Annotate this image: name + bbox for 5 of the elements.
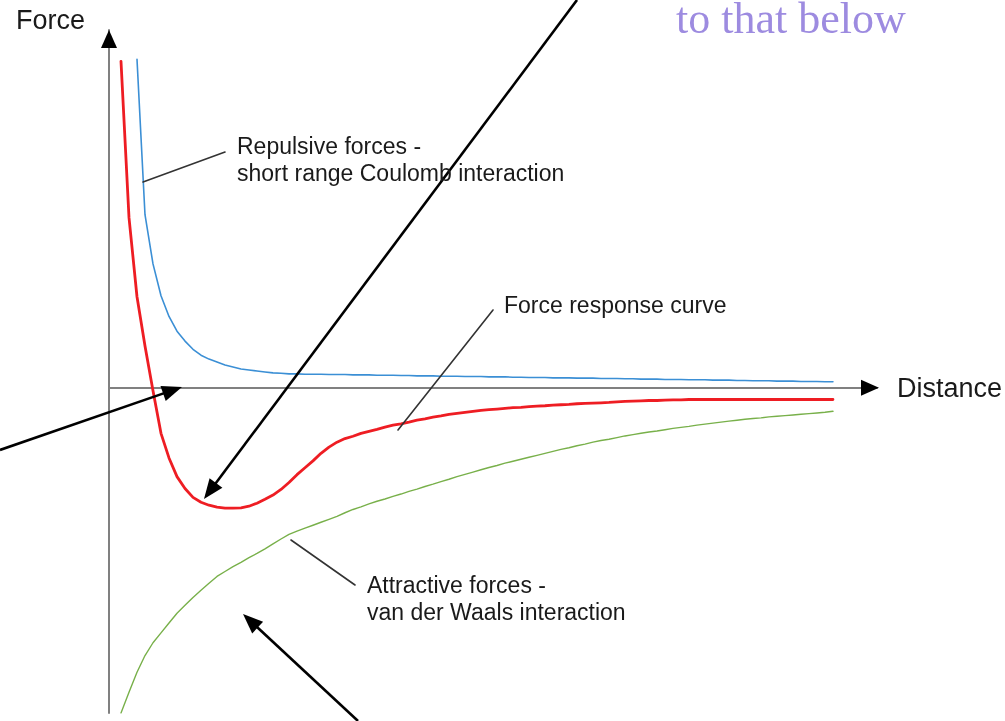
annotation: Force response curve: [504, 292, 727, 318]
text: to that below: [676, 0, 906, 43]
y-axis-title: Force: [15, 5, 85, 35]
x-axis-title: Distance: [896, 372, 1002, 403]
annotation: Attractive forces - van der Waals interaction: [367, 572, 626, 625]
